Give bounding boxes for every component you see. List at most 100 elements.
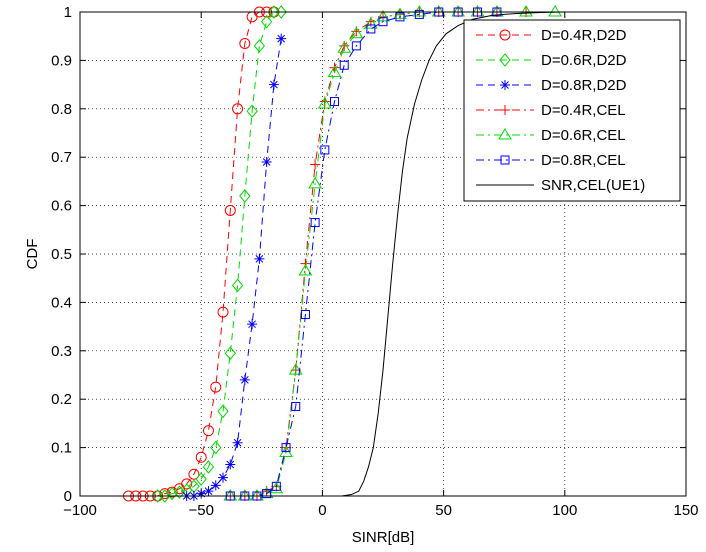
legend-marker — [498, 128, 512, 140]
x-tick-label: 150 — [673, 502, 698, 519]
data-point — [395, 12, 405, 22]
data-point — [298, 263, 313, 276]
data-point — [349, 26, 364, 39]
data-point — [300, 310, 310, 319]
y-tick-label: 0.3 — [51, 343, 72, 360]
legend-label: D=0.4R,D2D — [541, 27, 627, 44]
data-point — [217, 306, 229, 318]
data-point — [217, 404, 229, 419]
legend: D=0.4R,D2D D=0.6R,D2D D=0.8R,D2D D=0.4R,CEL… — [463, 19, 681, 202]
legend-label: D=0.6R,CEL — [541, 127, 626, 144]
y-tick-label: 0.6 — [51, 198, 72, 215]
y-tick-label: 0.4 — [51, 294, 72, 311]
data-point — [232, 437, 243, 448]
data-point — [327, 65, 342, 77]
data-point — [317, 96, 332, 109]
legend-label: D=0.8R,CEL — [541, 152, 626, 169]
data-point — [310, 159, 321, 170]
y-tick-label: 0.9 — [51, 52, 72, 69]
x-axis-label: SINR[dB] — [352, 529, 415, 546]
data-point — [519, 5, 533, 17]
series-line — [157, 11, 282, 497]
y-tick-label: 0.1 — [51, 440, 72, 457]
data-point — [271, 481, 281, 491]
data-point — [159, 489, 171, 503]
legend-marker — [500, 105, 510, 115]
data-point — [239, 189, 251, 203]
y-tick-label: 0.2 — [51, 391, 72, 408]
legend-item: D=0.4R,D2D — [476, 27, 627, 44]
legend-item: D=0.8R,D2D — [476, 77, 627, 94]
data-point — [288, 363, 303, 375]
legend-label: D=0.8R,D2D — [541, 77, 627, 94]
data-point — [276, 33, 287, 44]
legend-label: D=0.6R,D2D — [541, 52, 627, 69]
data-point — [203, 486, 214, 497]
x-tick-labels: −100 −50 0 50 100 150 — [63, 502, 698, 519]
data-point — [320, 145, 330, 155]
data-point — [262, 489, 272, 499]
x-tick-label: 50 — [435, 502, 452, 519]
data-point — [366, 24, 376, 34]
data-point — [414, 9, 424, 19]
x-tick-label: 100 — [552, 502, 577, 519]
data-point — [281, 443, 291, 453]
data-point — [210, 440, 222, 455]
legend-marker — [499, 29, 511, 41]
data-point — [246, 104, 258, 119]
data-point — [202, 460, 215, 474]
data-point — [254, 253, 265, 264]
data-point — [281, 442, 292, 453]
data-point — [239, 37, 251, 49]
legend-item: SNR,CEL(UE1) — [476, 177, 645, 194]
legend-marker — [499, 53, 511, 67]
data-point — [181, 478, 193, 490]
y-axis-label: CDF — [24, 239, 41, 270]
y-tick-label: 0.7 — [51, 149, 72, 166]
legend-item: D=0.8R,CEL — [476, 152, 626, 169]
data-point — [253, 39, 266, 53]
legend-item: D=0.6R,CEL — [476, 127, 626, 144]
data-point — [268, 79, 279, 90]
data-point — [363, 17, 378, 29]
data-point — [195, 472, 207, 486]
y-tick-label: 0 — [64, 488, 72, 505]
data-point — [351, 41, 361, 51]
data-point — [224, 346, 236, 361]
legend-item: D=0.4R,CEL — [476, 102, 626, 119]
data-point — [412, 5, 427, 17]
data-point — [210, 480, 221, 491]
y-tick-label: 0.5 — [51, 246, 72, 263]
legend-label: D=0.4R,CEL — [541, 102, 626, 119]
data-point — [378, 17, 388, 27]
data-point — [376, 9, 390, 22]
legend-marker — [500, 80, 510, 90]
data-point — [329, 62, 340, 73]
data-point — [239, 374, 250, 385]
data-point — [269, 481, 284, 494]
legend-label: SNR,CEL(UE1) — [541, 177, 645, 194]
data-point — [218, 472, 229, 483]
y-tick-label: 0.8 — [51, 101, 72, 118]
data-point — [393, 7, 407, 19]
x-tick-label: −100 — [63, 502, 97, 519]
data-point — [232, 103, 244, 115]
data-point — [308, 176, 323, 189]
data-point — [260, 14, 273, 29]
data-point — [261, 157, 272, 168]
data-point — [310, 218, 320, 228]
y-tick-labels: 0 0.1 0.2 0.3 0.4 0.5 0.6 0.7 0.8 0.9 1 — [51, 4, 72, 505]
legend-item: D=0.6R,D2D — [476, 52, 627, 69]
axis-ticks — [79, 11, 687, 497]
data-point — [339, 60, 349, 70]
data-point — [247, 319, 258, 330]
data-point — [188, 468, 200, 480]
x-tick-label: −50 — [188, 502, 213, 519]
legend-marker — [500, 155, 510, 165]
series-6 — [341, 11, 626, 497]
series-line — [230, 11, 527, 497]
data-point — [173, 485, 186, 499]
data-point — [210, 381, 222, 393]
data-point — [337, 41, 352, 53]
